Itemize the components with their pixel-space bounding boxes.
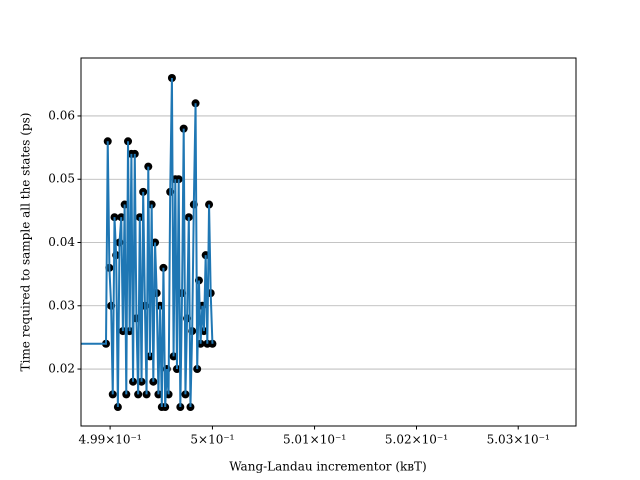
data-line <box>81 77 214 408</box>
y-tick-label: 0.03 <box>48 298 75 312</box>
x-axis-label: Wang-Landau incrementor (kʙT) <box>229 460 426 474</box>
x-tick-label: 5.02×10⁻¹ <box>385 433 448 447</box>
y-tick-label: 0.06 <box>48 108 75 122</box>
x-tick-label: 5.01×10⁻¹ <box>283 433 346 447</box>
axes-frame <box>80 57 577 427</box>
x-tick-label: 5×10⁻¹ <box>190 433 234 447</box>
y-tick-label: 0.02 <box>48 362 75 376</box>
y-axis-label: Time required to sample all the states (… <box>19 113 33 372</box>
y-tick-label: 0.04 <box>48 235 75 249</box>
x-tick-label: 4.99×10⁻¹ <box>79 433 142 447</box>
y-tick-label: 0.05 <box>48 172 75 186</box>
x-tick-label: 5.03×10⁻¹ <box>487 433 550 447</box>
data-point <box>55 340 63 348</box>
data-point <box>55 251 63 259</box>
